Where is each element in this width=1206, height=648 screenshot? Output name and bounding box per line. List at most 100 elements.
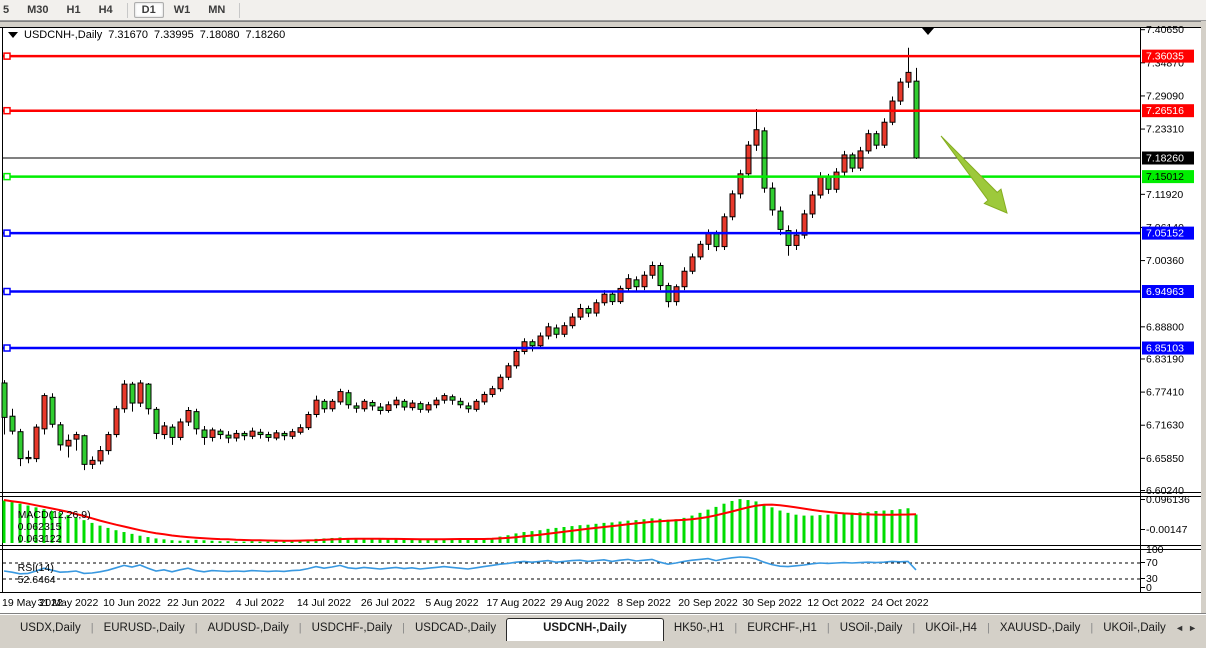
candle-body [569,316,576,327]
candle-body [729,193,736,218]
line-price-label: 6.94963 [1146,286,1184,298]
tab-ukoildaily[interactable]: UKOil-,Daily [1103,622,1166,634]
macd-histogram-bar [770,507,774,543]
candle-body [505,365,512,378]
candle-body [177,421,184,438]
candle-body [801,213,808,236]
candle-body [209,429,216,438]
date-axis-label: 10 Jun 2022 [103,597,161,609]
symbol-dropdown-icon[interactable] [8,32,18,38]
line-anchor-handle[interactable] [3,344,11,352]
macd-histogram-bar [458,538,462,543]
macd-histogram-bar [218,541,222,543]
macd-histogram-bar [690,515,694,543]
horizontal-lines [3,52,1140,352]
tab-usdchfdaily[interactable]: USDCHF-,Daily [311,622,393,634]
tab-audusddaily[interactable]: AUDUSD-,Daily [207,622,289,634]
current-price-label-box [1142,151,1194,165]
line-anchor-handle[interactable] [3,106,11,115]
macd-histogram-bar [362,538,366,543]
macd-histogram-bar [178,540,182,543]
candle-body [777,210,784,230]
macd-histogram-bar [386,539,390,543]
price-chart: 7.406507.348707.290907.233107.119207.061… [0,21,1206,613]
macd-histogram-bar [74,517,78,543]
timeframe-button-w1[interactable]: W1 [173,4,191,16]
tab-separator: | [734,622,738,634]
candle-body [657,265,664,287]
macd-histogram-bar [874,511,878,543]
tab-xauusddaily[interactable]: XAUUSD-,Daily [999,622,1081,634]
candle-body [825,176,832,190]
macd-histogram-bar [26,505,30,543]
timeframe-button-m30[interactable]: M30 [27,4,49,16]
candle-body [217,430,224,436]
line-anchor-handle[interactable] [3,172,11,181]
tab-usdxdaily[interactable]: USDX,Daily [20,622,81,634]
tab-usoildaily[interactable]: USOil-,Daily [839,622,903,634]
candle-body [849,154,856,169]
line-anchor-handle[interactable] [3,52,11,60]
macd-histogram-bar [538,530,542,543]
macd-histogram-bar [338,537,342,543]
candle-body [249,430,256,437]
candle-body [193,411,200,430]
macd-histogram-bar [618,521,622,543]
line-price-label-box [1142,226,1194,240]
candle-body [417,403,424,410]
tab-ukoilh4[interactable]: UKOil-,H4 [925,622,977,634]
symbol-tab-bar: USDX,Daily | EURUSD-,Daily | AUDUSD-,Daily | U… [0,613,1206,648]
macd-histogram-bar [426,539,430,543]
timeframe-button-mn[interactable]: MN [208,4,226,16]
timeframe-button-h1[interactable]: H1 [66,4,81,16]
candle-body [201,429,208,438]
timeframe-button-h4[interactable]: H4 [98,4,113,16]
tab-usdcnhdaily[interactable]: USDCNH-,Daily [506,618,664,641]
tab-eurusddaily[interactable]: EURUSD-,Daily [103,622,185,634]
candle-body [409,402,416,409]
candle-body [57,424,64,446]
macd-histogram-bar [530,531,534,543]
timeframe-button-d1[interactable]: D1 [133,2,164,18]
rsi-indicator-label: RSI(14) 52.6464 [6,550,56,598]
candle-body [361,400,368,410]
line-anchor-handle[interactable] [3,229,11,237]
candle-body [41,395,48,430]
price-axis-tick-label: 6.65850 [1146,453,1184,465]
line-price-label: 7.15012 [1146,171,1184,183]
candle-body [833,171,840,190]
down-arrow-annotation[interactable] [940,135,1008,214]
tab-usdcaddaily[interactable]: USDCAD-,Daily [414,622,497,634]
macd-histogram-bar [234,541,238,543]
line-anchor-handle[interactable] [3,287,11,296]
tab-hk50h1[interactable]: HK50-,H1 [673,622,725,634]
candle-body [609,293,616,303]
line-price-label: 7.05152 [1146,228,1184,240]
macd-histogram-bar [634,520,638,543]
macd-indicator-label: MACD(12,26,9) 0.062315 0.063122 [6,497,91,557]
candle-body [273,432,280,439]
candle-body [705,232,712,245]
timeframe-button-5[interactable]: 5 [3,4,10,16]
macd-histogram-bar [298,540,302,543]
candle-body [1,382,8,418]
tab-scroll-right-icon[interactable]: ► [1188,623,1201,633]
candle-body [641,274,648,288]
candle-body [761,130,768,189]
candle-body [89,459,96,465]
macd-histogram-bar [794,514,798,543]
tab-eurchfh1[interactable]: EURCHF-,H1 [747,622,817,634]
macd-histogram-bar [626,520,630,543]
candle-body [785,230,792,246]
macd-histogram-bar [370,538,374,543]
candle-body [513,350,520,367]
candle-body [873,133,880,146]
macd-histogram-bar [154,538,158,543]
candle-body [793,234,800,246]
date-axis-label: 22 Jun 2022 [167,597,225,609]
tab-scroll-left-icon[interactable]: ◄ [1175,623,1189,633]
candle-body [585,307,592,314]
candle-body [553,327,560,335]
date-axis-label: 31 May 2022 [38,597,99,609]
